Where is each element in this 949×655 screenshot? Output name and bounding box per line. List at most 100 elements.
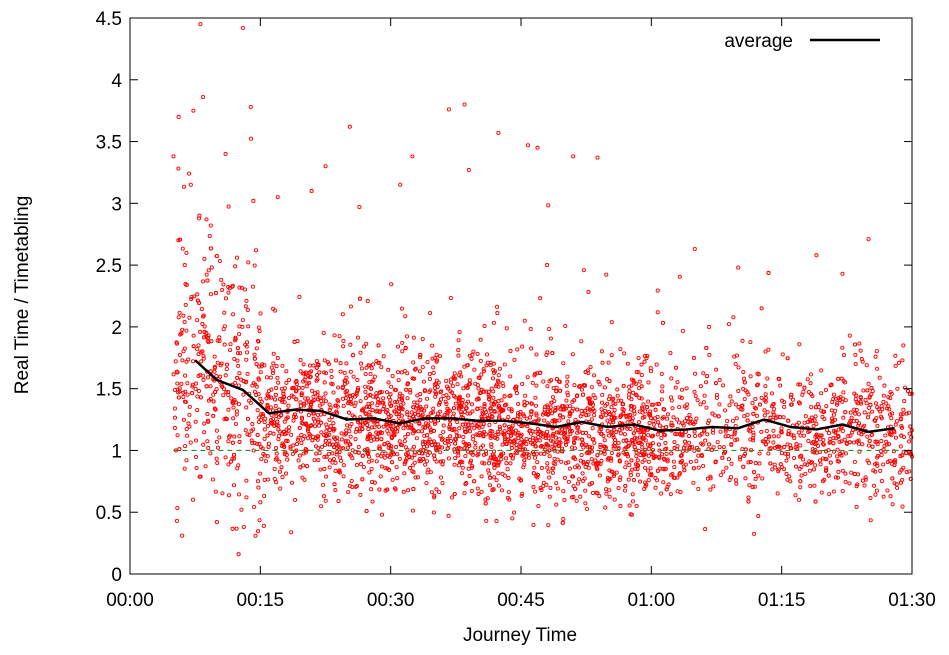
scatter-point: [366, 363, 371, 368]
scatter-point: [679, 453, 684, 458]
y-tick-label: 1.5: [96, 380, 122, 401]
scatter-point: [184, 426, 189, 432]
scatter-point: [525, 424, 530, 429]
scatter-point: [633, 428, 638, 433]
scatter-point: [630, 416, 635, 421]
scatter-point: [602, 449, 607, 454]
scatter-point: [420, 336, 425, 342]
scatter-point: [256, 485, 261, 490]
scatter-point: [887, 407, 892, 412]
scatter-point: [462, 491, 467, 496]
scatter-point: [784, 471, 789, 476]
scatter-point: [293, 379, 298, 385]
scatter-point: [202, 421, 207, 426]
scatter-point: [508, 374, 513, 379]
scatter-point: [369, 425, 374, 430]
scatter-point: [475, 407, 480, 412]
scatter-point: [622, 351, 627, 356]
scatter-point: [347, 424, 352, 429]
scatter-point: [493, 433, 498, 438]
scatter-point: [864, 363, 869, 368]
scatter-point: [497, 366, 502, 371]
scatter-point: [680, 328, 685, 334]
scatter-point: [624, 414, 629, 419]
scatter-point: [811, 467, 817, 472]
scatter-point: [444, 378, 449, 383]
scatter-point: [390, 477, 395, 482]
scatter-point: [677, 471, 682, 476]
scatter-point: [180, 327, 185, 332]
scatter-point: [190, 497, 196, 502]
scatter-point: [359, 408, 365, 413]
scatter-point: [535, 145, 540, 150]
scatter-point: [182, 466, 187, 471]
scatter-point: [370, 401, 375, 406]
scatter-point: [491, 320, 496, 325]
y-tick-label: 0.5: [96, 503, 122, 524]
scatter-point: [854, 407, 859, 413]
scatter-point: [462, 426, 467, 431]
scatter-point: [459, 374, 464, 379]
scatter-point: [389, 403, 394, 408]
scatter-point: [900, 412, 905, 417]
scatter-point: [182, 320, 187, 325]
scatter-point: [418, 352, 423, 357]
scatter-point: [616, 485, 621, 491]
scatter-point: [452, 491, 457, 497]
scatter-point: [741, 376, 747, 381]
scatter-point: [808, 419, 813, 424]
scatter-point: [519, 443, 524, 448]
scatter-point: [900, 358, 905, 363]
scatter-point: [648, 466, 653, 471]
scatter-point: [496, 373, 501, 378]
scatter-point: [421, 379, 427, 384]
scatter-point: [463, 482, 468, 487]
scatter-point: [615, 387, 620, 392]
scatter-point: [635, 458, 640, 463]
scatter-point: [785, 454, 791, 459]
scatter-point: [190, 384, 195, 389]
scatter-point: [369, 366, 374, 371]
scatter-point: [556, 430, 561, 435]
scatter-point: [499, 488, 505, 493]
scatter-point: [568, 429, 573, 434]
scatter-point: [202, 430, 207, 435]
scatter-point: [228, 342, 233, 347]
scatter-point: [360, 477, 365, 482]
scatter-point: [898, 444, 903, 449]
scatter-point: [193, 386, 198, 391]
scatter-point: [274, 480, 279, 485]
scatter-point: [782, 444, 787, 450]
scatter-point: [388, 392, 393, 397]
scatter-point: [523, 393, 528, 398]
scatter-point: [238, 351, 243, 356]
scatter-point: [353, 437, 358, 442]
scatter-point: [237, 439, 242, 444]
scatter-point: [639, 396, 644, 401]
scatter-point: [529, 409, 534, 414]
scatter-point: [820, 414, 825, 419]
scatter-point: [354, 462, 359, 468]
scatter-point: [327, 465, 332, 470]
scatter-point: [734, 481, 739, 486]
scatter-point: [475, 453, 480, 458]
scatter-point: [384, 422, 389, 427]
scatter-point: [551, 466, 556, 471]
scatter-point: [217, 258, 222, 264]
scatter-point: [174, 341, 180, 346]
scatter-point: [872, 483, 877, 488]
scatter-point: [520, 423, 525, 428]
scatter-point: [597, 493, 602, 499]
scatter-point: [193, 438, 199, 443]
scatter-point: [854, 504, 859, 509]
scatter-point: [546, 469, 551, 474]
scatter-point: [389, 460, 395, 465]
scatter-point: [392, 387, 397, 392]
scatter-point: [287, 377, 292, 382]
scatter-point: [180, 358, 185, 363]
scatter-point: [609, 429, 614, 434]
scatter-point: [879, 438, 884, 444]
scatter-point: [589, 445, 595, 450]
scatter-point: [448, 434, 453, 439]
scatter-point: [522, 452, 527, 457]
